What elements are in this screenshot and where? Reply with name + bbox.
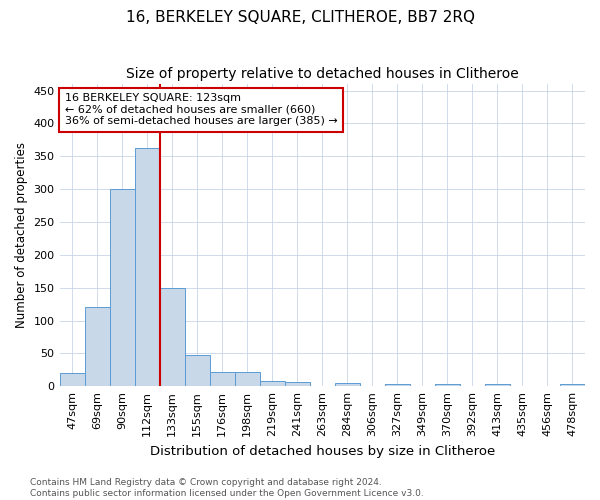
Bar	[560, 384, 585, 386]
X-axis label: Distribution of detached houses by size in Clitheroe: Distribution of detached houses by size …	[149, 444, 495, 458]
Text: 16, BERKELEY SQUARE, CLITHEROE, BB7 2RQ: 16, BERKELEY SQUARE, CLITHEROE, BB7 2RQ	[125, 10, 475, 25]
Bar	[260, 381, 285, 386]
Bar	[134, 148, 160, 386]
Bar	[110, 189, 134, 386]
Bar	[209, 372, 235, 386]
Bar	[235, 372, 260, 386]
Text: 16 BERKELEY SQUARE: 123sqm
← 62% of detached houses are smaller (660)
36% of sem: 16 BERKELEY SQUARE: 123sqm ← 62% of deta…	[65, 93, 338, 126]
Y-axis label: Number of detached properties: Number of detached properties	[15, 142, 28, 328]
Bar	[385, 384, 410, 386]
Bar	[59, 373, 85, 386]
Bar	[485, 384, 510, 386]
Text: Contains HM Land Registry data © Crown copyright and database right 2024.
Contai: Contains HM Land Registry data © Crown c…	[30, 478, 424, 498]
Title: Size of property relative to detached houses in Clitheroe: Size of property relative to detached ho…	[126, 68, 518, 82]
Bar	[435, 384, 460, 386]
Bar	[335, 383, 360, 386]
Bar	[85, 306, 110, 386]
Bar	[185, 356, 209, 386]
Bar	[285, 382, 310, 386]
Bar	[160, 288, 185, 386]
